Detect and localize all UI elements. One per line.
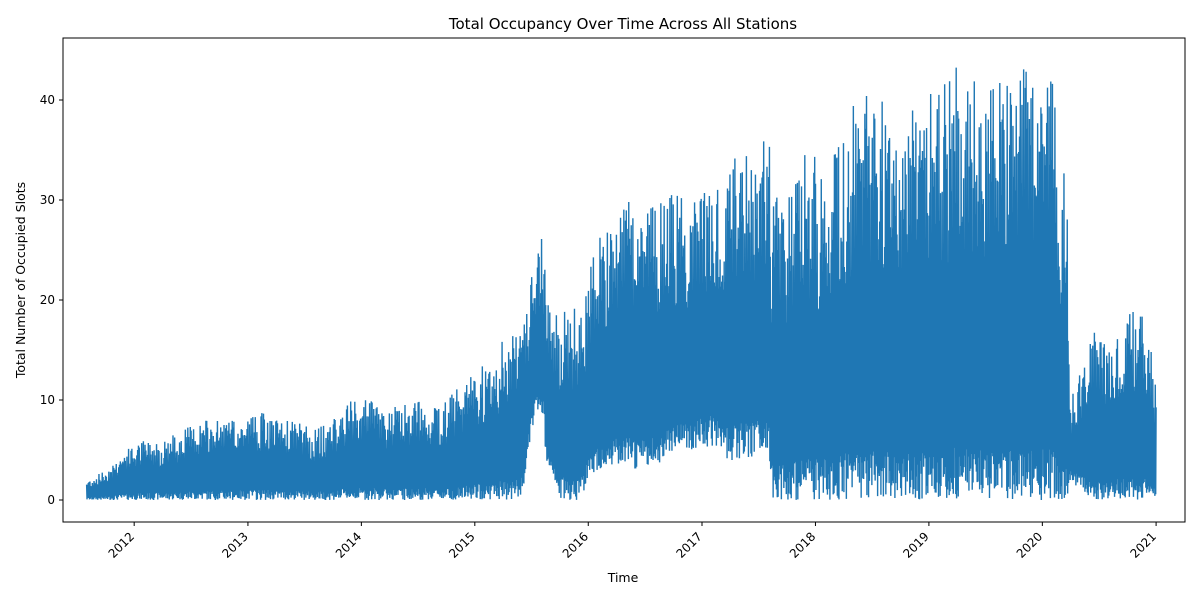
y-axis: 0 10 20 30 40 <box>40 93 63 507</box>
y-tick-label: 10 <box>40 393 55 407</box>
axes-frame <box>62 37 1186 523</box>
y-tick-label: 40 <box>40 93 55 107</box>
chart-title: Total Occupancy Over Time Across All Sta… <box>448 15 797 33</box>
y-tick-label: 0 <box>47 493 55 507</box>
y-tick-label: 30 <box>40 193 55 207</box>
occupancy-series-line <box>85 67 1157 501</box>
plot-area <box>85 67 1157 501</box>
x-axis-label: Time <box>607 570 639 585</box>
y-axis-label: Total Number of Occupied Slots <box>13 182 28 379</box>
y-tick-label: 20 <box>40 293 55 307</box>
